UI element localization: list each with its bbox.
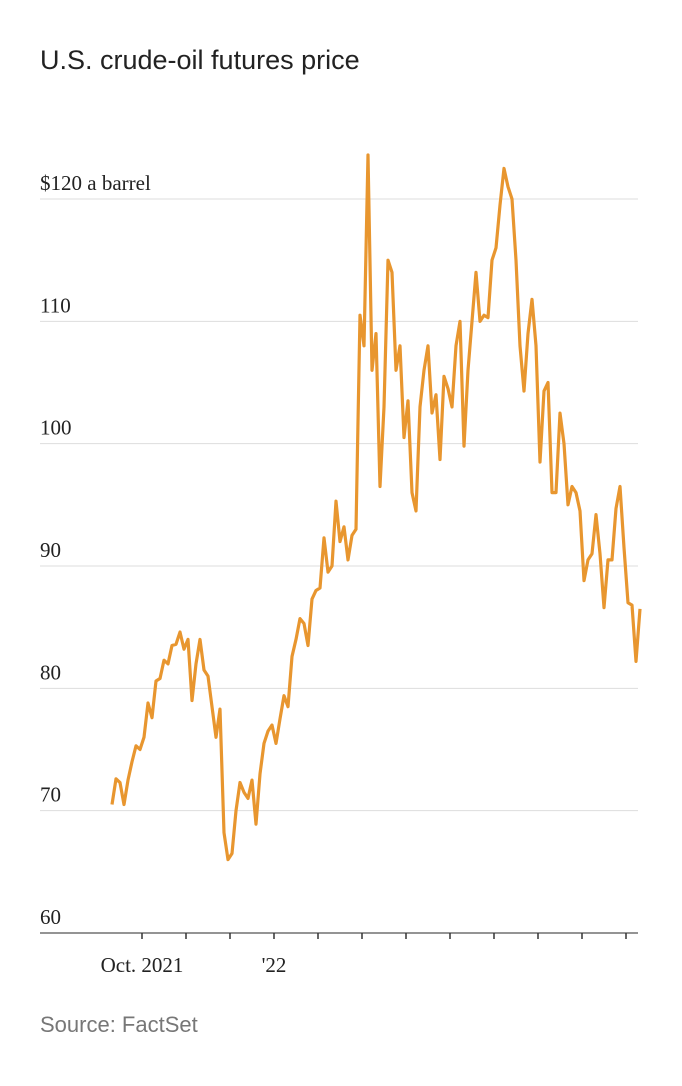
source: Source: FactSet [40,1012,198,1037]
x-tick-label: Oct. 2021 [101,953,184,977]
y-tick-label: 70 [40,783,61,807]
y-tick-label: 90 [40,538,61,562]
y-tick-label: 60 [40,905,61,929]
x-tick-label: '22 [262,953,287,977]
price-line [110,153,642,862]
y-tick-label: 100 [40,416,72,440]
chart-title: U.S. crude-oil futures price [40,45,360,75]
y-tick-label: 110 [40,293,71,317]
y-tick-label: 80 [40,660,61,684]
y-tick-label: $120 a barrel [40,171,151,195]
